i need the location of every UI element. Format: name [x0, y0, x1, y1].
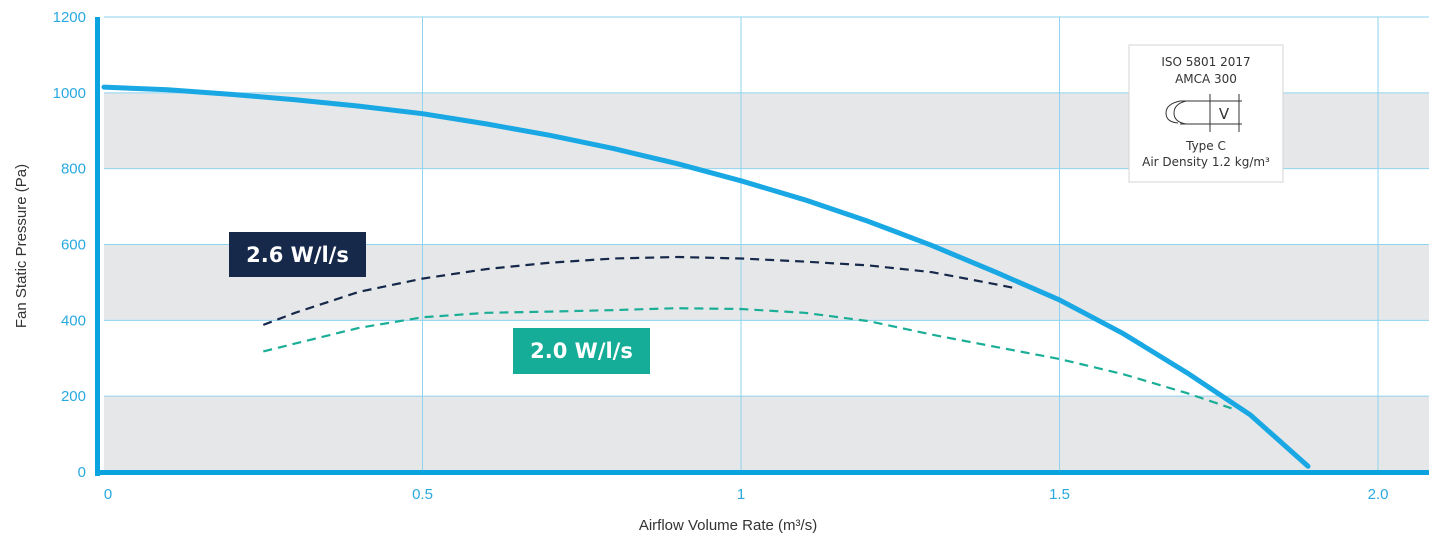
x-tick-label-0.5: 0.5: [412, 486, 433, 503]
y-tick-label-1200: 1200: [53, 9, 86, 26]
y-tick-label-600: 600: [61, 237, 86, 254]
standard-line-4: Air Density 1.2 kg/m³: [1142, 155, 1270, 169]
series-label-2-6-text: 2.6 W/l/s: [246, 243, 349, 267]
y-tick-label-200: 200: [61, 388, 86, 405]
band-0: [104, 396, 1429, 472]
standard-line-2: AMCA 300: [1175, 72, 1237, 86]
series-label-2-0-bg: [513, 328, 650, 374]
x-axis-title: Airflow Volume Rate (m³/s): [639, 517, 817, 534]
y-tick-labels: 0 200 400 600 800 1000 1200: [53, 9, 86, 481]
x-tick-label-2.0: 2.0: [1368, 486, 1389, 503]
x-tick-labels: 0 0.5 1 1.5 2.0: [104, 486, 1389, 503]
x-tick-label-1: 1: [737, 486, 745, 503]
series-label-2-6-bg: [229, 232, 366, 277]
y-tick-label-1000: 1000: [53, 85, 86, 102]
axes: [95, 17, 1429, 476]
y-tick-label-800: 800: [61, 161, 86, 178]
x-tick-label-0: 0: [104, 486, 112, 503]
x-tick-label-1.5: 1.5: [1049, 486, 1070, 503]
standard-line-1: ISO 5801 2017: [1161, 55, 1250, 69]
series-line-0: [101, 84, 1311, 469]
installation-type-letter: V: [1219, 105, 1230, 123]
standard-box-frame: [1128, 44, 1284, 183]
series-label-2-0-text: 2.0 W/l/s: [530, 339, 633, 363]
standard-line-3: Type C: [1185, 139, 1226, 153]
series-line-2: [263, 307, 1232, 410]
y-axis-title: Fan Static Pressure (Pa): [13, 164, 30, 328]
y-tick-label-400: 400: [61, 312, 86, 329]
installation-type-icon: [1165, 94, 1242, 132]
series-layer: [101, 84, 1311, 469]
y-tick-label-0: 0: [78, 464, 86, 481]
series-line-1: [262, 255, 1016, 326]
series-label-2-0: 2.0 W/l/s: [513, 328, 650, 374]
test-standard-box: ISO 5801 2017 AMCA 300 V Type C Air Dens…: [1128, 44, 1284, 183]
series-label-2-6: 2.6 W/l/s: [229, 232, 366, 277]
